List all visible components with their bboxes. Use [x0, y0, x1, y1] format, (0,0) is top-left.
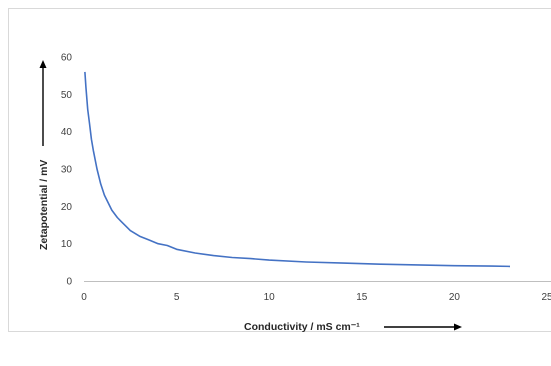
x-tick-label: 0 — [81, 292, 87, 303]
x-axis-title: Conductivity / mS cm⁻¹ — [244, 321, 360, 333]
x-axis-arrow-head — [454, 323, 462, 331]
y-axis-arrow-head — [39, 60, 47, 68]
x-tick-label: 5 — [174, 292, 180, 303]
x-tick-label: 15 — [356, 292, 368, 303]
y-tick-label: 10 — [61, 239, 73, 250]
series-line — [84, 71, 511, 268]
x-tick-label: 20 — [449, 292, 461, 303]
x-tick-label: 10 — [264, 292, 276, 303]
y-tick-labels: 0 10 20 30 40 50 60 — [61, 53, 73, 288]
x-tick-labels: 0 5 10 15 20 25 — [81, 292, 551, 303]
y-axis-title: Zetapotential / mV — [38, 160, 50, 250]
y-tick-label: 30 — [61, 165, 73, 176]
y-tick-label: 20 — [61, 202, 73, 213]
y-tick-label: 0 — [66, 277, 72, 288]
y-tick-label: 60 — [61, 53, 73, 64]
chart-frame — [8, 8, 551, 332]
x-tick-label: 25 — [541, 292, 551, 303]
y-tick-label: 40 — [61, 127, 73, 138]
y-tick-label: 50 — [61, 90, 73, 101]
